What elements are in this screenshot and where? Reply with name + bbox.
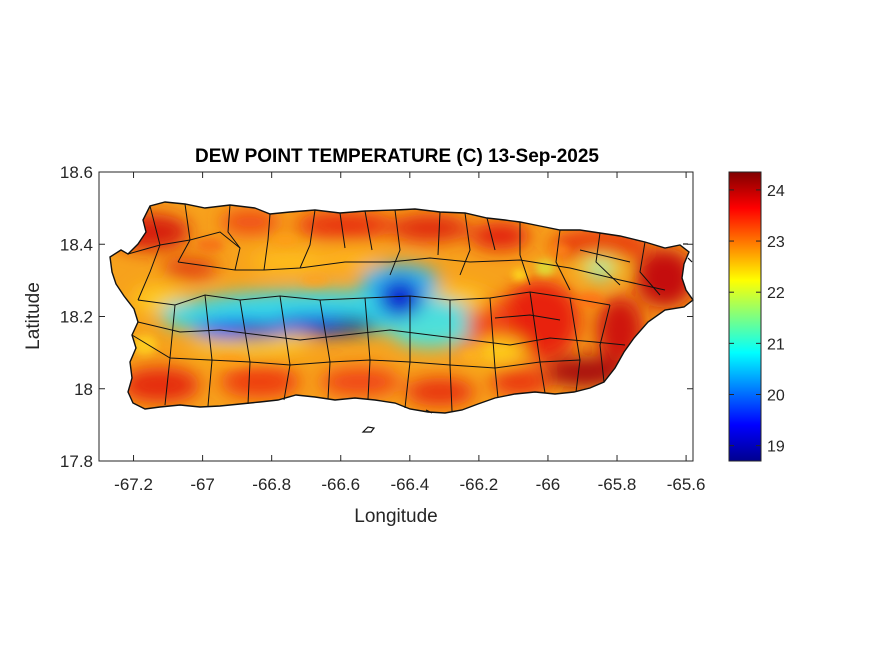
x-axis-title: Longitude <box>354 506 437 527</box>
y-axis: 17.8 18 18.2 18.4 18.6 <box>60 163 693 471</box>
x-tick-label: -66.2 <box>460 475 499 494</box>
x-axis: -67.2 -67 -66.8 -66.6 -66.4 -66.2 -66 -65.8 -65.… <box>114 172 705 494</box>
x-tick-label: -65.6 <box>667 475 706 494</box>
municipality-boundaries <box>127 203 666 412</box>
x-tick-label: -66.6 <box>321 475 360 494</box>
y-axis-title: Latitude <box>23 282 44 350</box>
x-tick-label: -65.8 <box>598 475 637 494</box>
plot-area: -67.2 -67 -66.8 -66.6 -66.4 -66.2 -66 -65.8 -65.… <box>60 163 706 494</box>
colorbar-tick-label: 23 <box>767 234 785 251</box>
colorbar-tick-label: 19 <box>767 439 785 456</box>
colorbar: 19 20 21 22 23 24 <box>728 171 785 462</box>
island-coastline <box>109 201 694 414</box>
colorbar-tick-label: 22 <box>767 285 785 302</box>
colorbar-tick-label: 24 <box>767 183 785 200</box>
colorbar-ticks: 19 20 21 22 23 24 <box>729 183 785 456</box>
y-tick-label: 18.4 <box>60 235 93 254</box>
x-tick-label: -67.2 <box>114 475 153 494</box>
colorbar-tick-label: 21 <box>767 336 785 353</box>
map-title: DEW POINT TEMPERATURE (C) 13-Sep-2025 <box>195 146 599 167</box>
colorbar-gradient <box>728 171 762 462</box>
x-tick-label: -66.8 <box>252 475 291 494</box>
y-tick-label: 18.2 <box>60 308 93 327</box>
y-tick-label: 17.8 <box>60 452 93 471</box>
x-tick-label: -66 <box>536 475 561 494</box>
y-tick-label: 18.6 <box>60 163 93 182</box>
x-tick-label: -67 <box>190 475 215 494</box>
y-tick-label: 18 <box>74 380 93 399</box>
dew-point-field <box>110 202 693 413</box>
colorbar-tick-label: 20 <box>767 388 785 405</box>
x-tick-label: -66.4 <box>390 475 429 494</box>
